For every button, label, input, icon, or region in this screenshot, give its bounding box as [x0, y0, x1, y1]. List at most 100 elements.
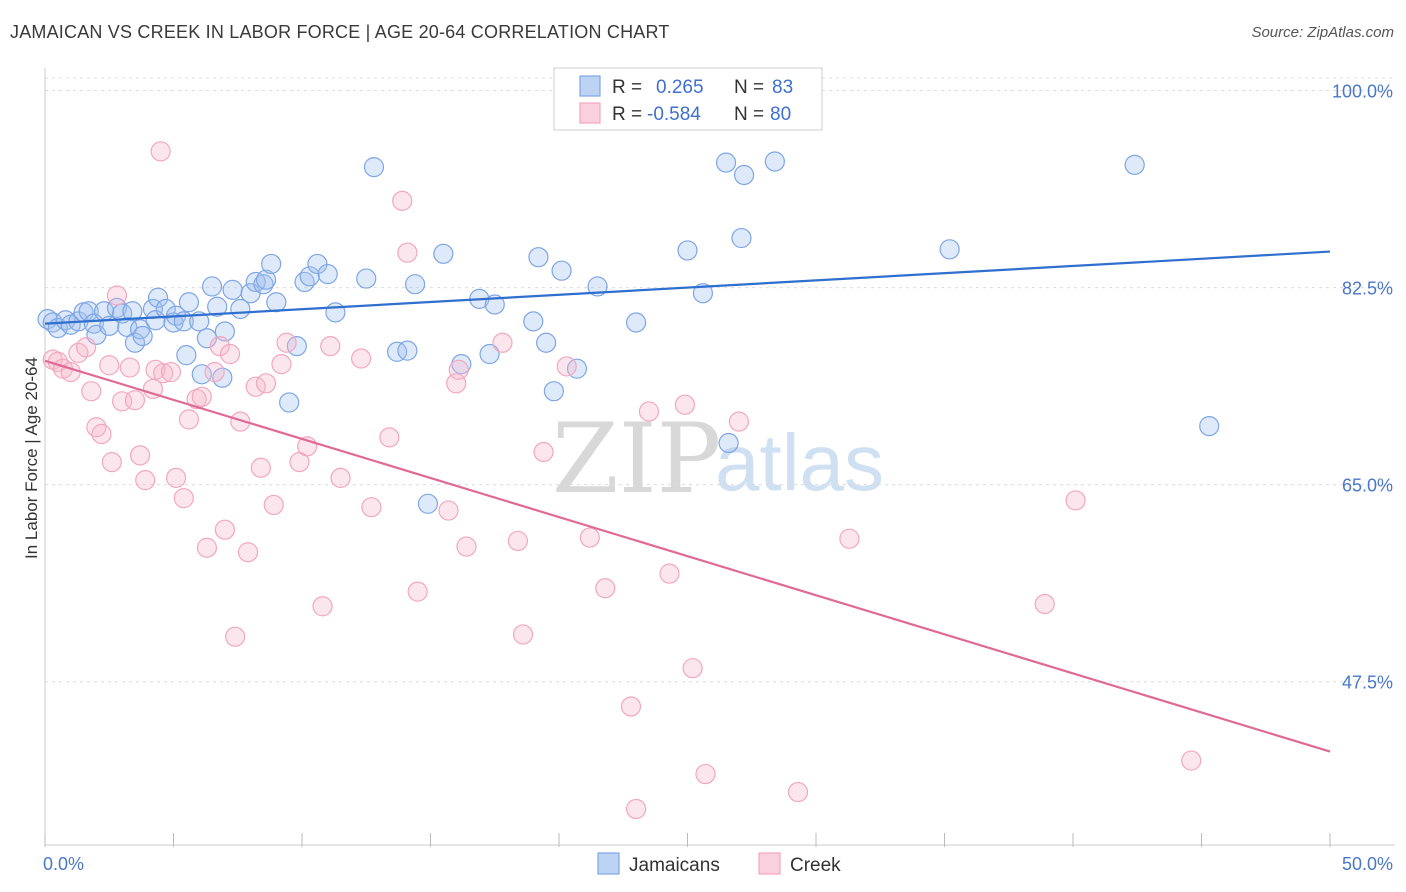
creek-point — [682, 658, 703, 679]
creek-point — [625, 798, 647, 820]
jamaicans-point — [479, 343, 500, 365]
creek-point — [1065, 490, 1086, 511]
creek-point — [695, 763, 716, 785]
creek-point — [230, 411, 251, 432]
jamaicans-point — [255, 269, 277, 290]
jamaicans-point — [325, 302, 346, 323]
jamaicans-point — [222, 279, 243, 300]
watermark: ZIP atlas — [552, 403, 884, 515]
jamaicans-point — [191, 364, 212, 385]
creek-point — [186, 388, 207, 410]
creek-point — [507, 530, 528, 552]
jamaicans-point — [147, 287, 169, 308]
creek-point — [659, 563, 680, 584]
creek-trend-line — [44, 359, 1331, 753]
legend-n-value-jamaicans: 83 — [772, 77, 793, 98]
legend-r-value-jamaicans: 0.265 — [656, 77, 704, 98]
x-tick-label-min: 0.0% — [43, 854, 84, 874]
jamaicans-point — [536, 332, 557, 353]
creek-point — [361, 497, 382, 518]
creek-point — [204, 361, 225, 383]
chart-title: JAMAICAN VS CREEK IN LABOR FORCE | AGE 2… — [10, 22, 670, 42]
creek-point — [674, 394, 696, 415]
legend-r-value-creek: -0.584 — [647, 104, 701, 125]
legend-r-label-jamaicans: R = — [612, 77, 642, 98]
creek-point — [787, 781, 809, 803]
trend-lines — [44, 250, 1331, 753]
creek-point — [81, 381, 102, 402]
creek-point — [196, 537, 218, 558]
creek-point — [255, 373, 277, 394]
jamaicans-point — [1124, 154, 1145, 175]
creek-point — [214, 519, 235, 540]
creek-point — [165, 467, 187, 488]
jamaicans-point — [196, 328, 218, 349]
legend-swatch-jamaicans — [579, 75, 601, 97]
jamaicans-point — [764, 151, 785, 172]
jamaicans-point — [397, 340, 418, 361]
jamaicans-point — [261, 253, 282, 275]
jamaicans-trend-line — [44, 250, 1331, 325]
creek-point — [60, 361, 81, 383]
creek-point — [579, 527, 600, 548]
jamaicans-point — [124, 332, 146, 353]
jamaicans-point — [132, 325, 153, 347]
jamaicans-point — [386, 341, 408, 362]
creek-point — [119, 357, 140, 378]
jamaicans-point — [1199, 415, 1220, 437]
legend-n-label-creek: N = — [734, 104, 764, 125]
jamaicans-point — [718, 432, 739, 454]
creek-point — [76, 337, 97, 358]
jamaicans-point — [523, 311, 544, 332]
creek-point — [276, 332, 297, 353]
source-label: Source: ZipAtlas.com — [1251, 24, 1394, 41]
creek-point — [225, 626, 246, 647]
jamaicans-point — [207, 296, 228, 317]
jamaicans-point — [317, 263, 338, 285]
jamaicans-point — [122, 301, 143, 322]
creek-point — [101, 452, 122, 473]
creek-point — [456, 536, 477, 557]
legend-r-label-creek: R = — [612, 104, 642, 125]
creek-point — [638, 401, 660, 422]
creek-point — [620, 696, 642, 717]
creek-point — [153, 363, 174, 384]
legend-swatch-creek — [579, 102, 601, 124]
creek-point — [209, 336, 230, 357]
creek-point — [219, 343, 241, 365]
jamaicans-point — [201, 276, 223, 297]
creek-point — [379, 427, 400, 448]
creek-point — [492, 332, 513, 353]
creek-point — [407, 581, 428, 602]
jamaicans-point — [939, 239, 960, 260]
creek-point — [135, 470, 156, 491]
y-tick-label: 47.5% — [1342, 673, 1393, 693]
jamaicans-point — [715, 152, 737, 173]
x-tick-label-max: 50.0% — [1342, 854, 1393, 874]
jamaicans-point — [551, 260, 572, 281]
jamaicans-point — [528, 247, 549, 268]
legend-n-label-jamaicans: N = — [734, 77, 764, 98]
bottom-legend-label-creek: Creek — [790, 855, 841, 876]
jamaicans-point — [176, 345, 197, 366]
creek-point — [312, 596, 333, 617]
jamaicans-point — [404, 274, 426, 295]
bottom-legend: Jamaicans Creek — [597, 852, 841, 876]
creek-point — [263, 494, 284, 516]
watermark-zip: ZIP — [552, 403, 721, 515]
y-tick-label: 82.5% — [1342, 279, 1393, 299]
jamaicans-point — [145, 310, 166, 331]
jamaicans-point — [189, 311, 210, 332]
creek-point — [191, 386, 212, 407]
creek-point — [237, 542, 259, 563]
creek-point — [91, 423, 112, 445]
creek-point — [129, 445, 151, 466]
creek-point — [556, 356, 577, 377]
jamaicans-point — [733, 164, 755, 186]
legend-box: R = 0.265 N = 83 R = -0.584 N = 80 — [553, 67, 823, 131]
jamaicans-point — [731, 227, 752, 249]
legend-n-value-creek: 80 — [770, 104, 791, 125]
jamaicans-point — [543, 381, 564, 402]
jamaicans-point — [299, 266, 320, 287]
creek-point — [173, 488, 194, 509]
